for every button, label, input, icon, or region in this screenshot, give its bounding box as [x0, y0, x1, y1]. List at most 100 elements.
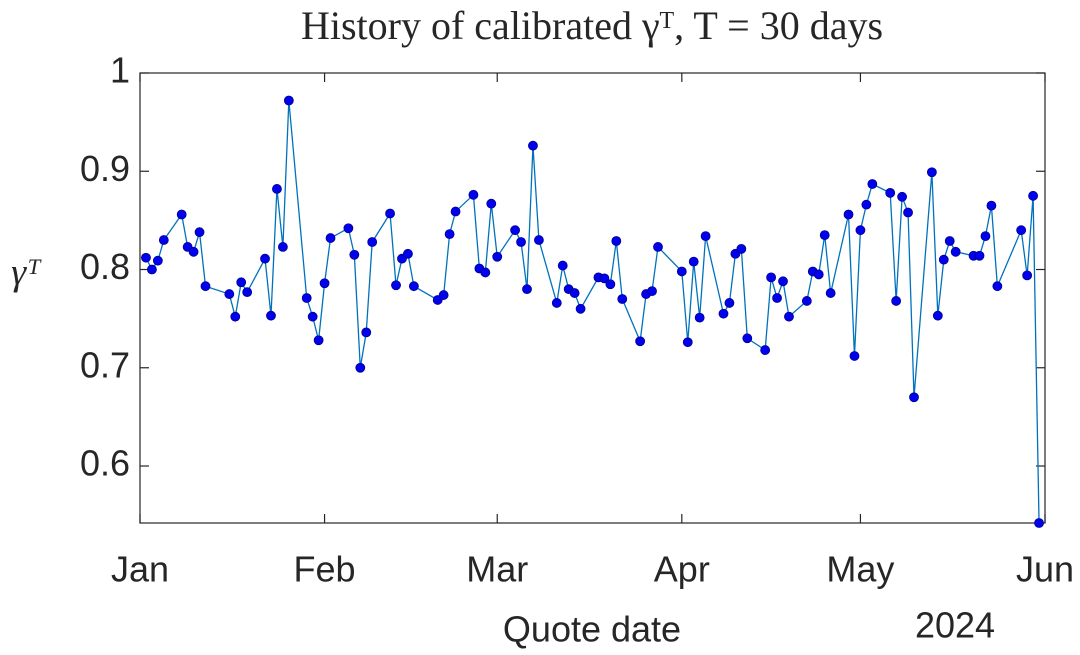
- data-point: [158, 235, 169, 245]
- series-line: [145, 100, 1040, 524]
- data-point: [367, 237, 378, 247]
- data-point: [766, 272, 777, 283]
- data-point: [349, 249, 360, 260]
- data-point: [444, 229, 455, 240]
- data-point: [825, 288, 836, 298]
- data-point: [242, 287, 253, 298]
- data-point: [885, 187, 896, 198]
- data-point: [718, 308, 729, 319]
- data-point: [1034, 518, 1044, 528]
- plot-box: [139, 72, 1046, 524]
- data-point: [700, 231, 711, 242]
- data-point: [486, 198, 497, 209]
- data-point: [283, 95, 294, 106]
- data-point: [319, 278, 330, 289]
- data-point: [325, 233, 336, 243]
- data-point: [926, 167, 937, 178]
- data-point: [230, 311, 241, 322]
- data-point: [450, 206, 461, 217]
- data-point: [653, 242, 663, 252]
- data-point: [492, 251, 503, 262]
- data-point: [152, 255, 163, 266]
- data-point: [522, 284, 532, 295]
- data-point: [950, 246, 961, 257]
- data-point: [974, 250, 985, 261]
- data-point: [1028, 190, 1038, 201]
- data-point: [272, 184, 282, 194]
- data-point: [992, 281, 1003, 292]
- data-point: [266, 310, 276, 321]
- data-point: [236, 277, 247, 288]
- data-point: [944, 236, 955, 246]
- x-tick-label: Feb: [294, 549, 356, 590]
- data-point: [819, 230, 830, 241]
- data-point: [676, 266, 687, 277]
- data-point: [313, 335, 324, 346]
- data-point: [403, 248, 413, 259]
- x-tick-label: Apr: [654, 549, 710, 590]
- data-point: [742, 333, 753, 344]
- data-point: [176, 209, 187, 220]
- data-point: [224, 289, 235, 299]
- data-point: [772, 293, 782, 303]
- data-point: [557, 260, 568, 271]
- data-point: [301, 293, 312, 303]
- y-tick-label: 0.7: [80, 344, 130, 385]
- data-point: [516, 237, 526, 247]
- data-point: [147, 264, 157, 275]
- data-point: [688, 256, 699, 267]
- x-tick-label: Jan: [111, 549, 169, 590]
- data-point: [438, 290, 449, 300]
- data-point: [861, 199, 872, 210]
- data-point: [801, 296, 812, 306]
- data-point: [694, 312, 705, 323]
- data-point: [480, 267, 491, 278]
- data-point: [891, 296, 902, 306]
- data-point: [932, 310, 943, 321]
- data-point: [784, 311, 794, 322]
- data-point: [909, 392, 919, 403]
- data-point: [510, 225, 520, 236]
- data-point: [682, 337, 693, 348]
- y-tick-label: 1: [110, 50, 130, 91]
- data-point: [635, 336, 646, 347]
- data-point: [408, 281, 419, 292]
- data-point: [260, 253, 270, 264]
- data-point: [569, 288, 580, 298]
- data-point: [141, 252, 151, 263]
- data-point: [647, 286, 657, 297]
- data-point: [849, 351, 860, 361]
- data-point: [617, 294, 628, 304]
- data-point: [855, 225, 866, 236]
- data-point: [986, 200, 997, 211]
- data-point: [575, 303, 586, 314]
- data-point: [903, 207, 913, 218]
- data-point: [980, 231, 991, 242]
- x-axis-label: Quote date: [503, 609, 681, 650]
- x-tick-label: May: [826, 549, 894, 590]
- data-point: [1022, 270, 1033, 281]
- year-label: 2024: [915, 605, 995, 646]
- data-point: [813, 269, 824, 280]
- data-point: [194, 227, 205, 238]
- x-tick-label: Mar: [466, 549, 528, 590]
- data-point: [355, 362, 366, 373]
- chart-title: History of calibrated γᵀ, T = 30 days: [301, 3, 883, 48]
- data-point: [188, 246, 199, 257]
- y-axis-label: γᵀ: [11, 252, 42, 294]
- data-point: [307, 311, 318, 322]
- data-point: [1016, 225, 1027, 236]
- data-point: [534, 235, 544, 245]
- y-tick-label: 0.8: [80, 246, 130, 287]
- y-tick-label: 0.9: [80, 148, 130, 189]
- data-point: [385, 208, 395, 219]
- data-point: [551, 298, 562, 308]
- data-point: [605, 279, 616, 290]
- data-point: [867, 179, 878, 189]
- data-point: [724, 298, 735, 308]
- data-point: [760, 345, 771, 355]
- data-point: [897, 191, 908, 202]
- data-point: [599, 273, 610, 284]
- data-point: [736, 243, 747, 254]
